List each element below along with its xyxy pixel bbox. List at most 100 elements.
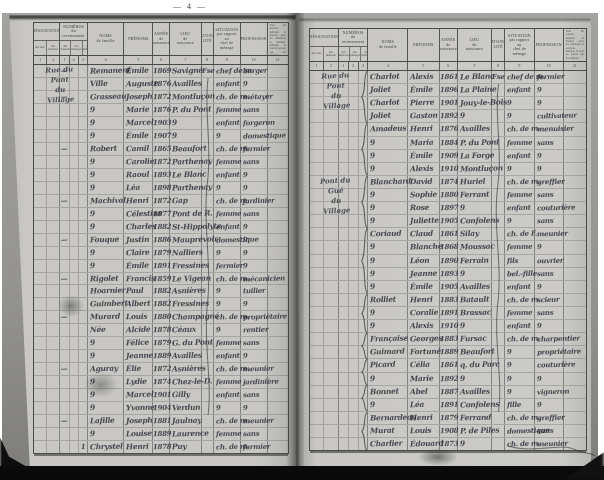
table-row: 9 Émile 1909 La Forge enfant 9 (310, 149, 586, 163)
handwritten-entry: 9 (242, 299, 248, 309)
table-row: 9 Juliette 1905 Confolens 9 sans (310, 215, 586, 229)
table-row: 9 Maria 1884 P. du Pont femme sans (310, 136, 586, 150)
cell-prof: sans (241, 337, 268, 350)
cell-sit: ch. de m. (505, 438, 541, 451)
cell-d2 (47, 129, 61, 142)
cell-n2 (70, 363, 79, 376)
cell-d1 (310, 333, 325, 346)
cell-lieu: Ferrain (458, 254, 493, 267)
cell-sit: fille (505, 398, 535, 411)
cell-n3 (79, 324, 88, 337)
handwritten-entry: 9 (89, 221, 95, 231)
cell-pren: Jeanne (124, 350, 154, 363)
cell-d1 (34, 402, 48, 415)
cell-n3 (79, 402, 88, 415)
handwritten-entry: Georges (410, 333, 443, 344)
column-index: 2 (324, 62, 339, 70)
cell-obs (268, 311, 288, 323)
cell-obs (268, 221, 288, 233)
cell-n1 (339, 385, 349, 398)
handwritten-entry: Marcel (126, 389, 155, 400)
handwritten-entry: Henri (410, 412, 433, 423)
handwritten-entry: Bonnet (370, 386, 400, 397)
cell-d2 (324, 215, 339, 228)
cell-obs (564, 281, 586, 293)
handwritten-entry: femme (215, 156, 242, 167)
handwritten-entry: Fse (201, 65, 215, 76)
handwritten-entry: 9 (536, 85, 542, 95)
cell-sit: bel.-fille (505, 267, 537, 280)
column-situation: SITUATION par rapport au chef de ménage (505, 29, 535, 61)
handwritten-entry: Claud (410, 228, 434, 239)
handwritten-entry: Nalliers (171, 247, 204, 257)
handwritten-entry: sans (242, 208, 260, 218)
cell-prof: sans (535, 188, 564, 202)
cell-prof: sans (535, 424, 564, 438)
cell-pren: Lydie (124, 376, 154, 389)
handwritten-entry: 1876 (153, 104, 172, 115)
cell-n1: — (60, 142, 70, 155)
handwritten-entry: 9 (242, 182, 248, 192)
cell-noms: 9 (88, 376, 125, 389)
table-row: 9 Léon 1890 Ferrain fils ouvrier (310, 254, 586, 268)
handwritten-entry: Blanche (410, 241, 443, 252)
cell-n1 (339, 359, 349, 372)
handwritten-entry: Huriel (459, 176, 486, 187)
cell-obs (564, 241, 586, 253)
cell-obs (564, 346, 586, 358)
cell-lieu: Availles (170, 77, 203, 90)
cell-d2 (47, 389, 61, 402)
cell-nat (202, 363, 214, 376)
handwritten-entry: sans (242, 156, 260, 167)
cell-n2 (349, 202, 359, 215)
cell-prof: 9 (241, 402, 268, 415)
cell-n1 (60, 246, 70, 259)
cell-an: 1893 (153, 168, 172, 181)
table-body: Charlot Alexis 1861 Le Blanc Fse chef de m. fe… (310, 70, 586, 452)
cell-noms: 9 (368, 241, 409, 254)
cell-d2 (47, 415, 61, 428)
cell-noms: Née (88, 324, 125, 337)
street-name-margin: Rue du Pont du Village (321, 70, 351, 112)
cell-prof: meunier (241, 415, 274, 428)
handwritten-entry: 9 (89, 390, 95, 400)
cell-d2 (47, 259, 61, 272)
cell-prof: sans (241, 207, 268, 220)
cell-nat (202, 90, 214, 103)
cell-n1 (339, 97, 349, 110)
cell-n1: — (60, 233, 70, 246)
handwritten-entry: 1910 (439, 320, 459, 331)
table-row: 9 Léa 1898 Parthenay 9 9 (34, 181, 288, 195)
cell-d1 (34, 65, 48, 77)
handwritten-entry: Le Blanc (459, 71, 495, 82)
cell-pren: Camil (124, 142, 154, 155)
handwritten-entry: Jeanne (410, 268, 438, 279)
cell-noms: 9 (88, 337, 125, 350)
cell-d2 (324, 280, 339, 293)
cell-d2 (324, 385, 339, 398)
cell-sit: enfant (505, 84, 535, 97)
table-row: 9 Marcel 1901 Gilly enfant sans (34, 389, 288, 403)
cell-an: 1905 (440, 280, 458, 293)
cell-nat (202, 168, 214, 181)
handwritten-entry: Guimbert (89, 298, 128, 309)
column-index: 4 (368, 62, 409, 70)
cell-n2 (70, 181, 79, 194)
cell-n3 (79, 337, 88, 350)
cell-lieu: Availles (458, 280, 493, 293)
cell-d2 (324, 71, 339, 84)
handwritten-entry: 9 (242, 351, 248, 361)
handwritten-entry: Alexis (410, 320, 434, 331)
cell-d1 (34, 389, 48, 402)
cell-d1 (310, 424, 325, 438)
handwritten-entry: Fse (491, 71, 505, 82)
cell-n2 (349, 110, 359, 123)
cell-d2 (324, 241, 339, 254)
cell-noms: 9 (368, 267, 409, 280)
handwritten-entry: fermier (242, 143, 271, 154)
handwritten-entry: Marcel (126, 117, 155, 128)
cell-lieu: Mauprévoir (170, 233, 218, 246)
table-row: Joliet Émile 1896 La Plaine enfant 9 (310, 84, 586, 98)
handwritten-entry: Availles (171, 78, 203, 89)
handwritten-entry: 1879 (153, 247, 172, 257)
